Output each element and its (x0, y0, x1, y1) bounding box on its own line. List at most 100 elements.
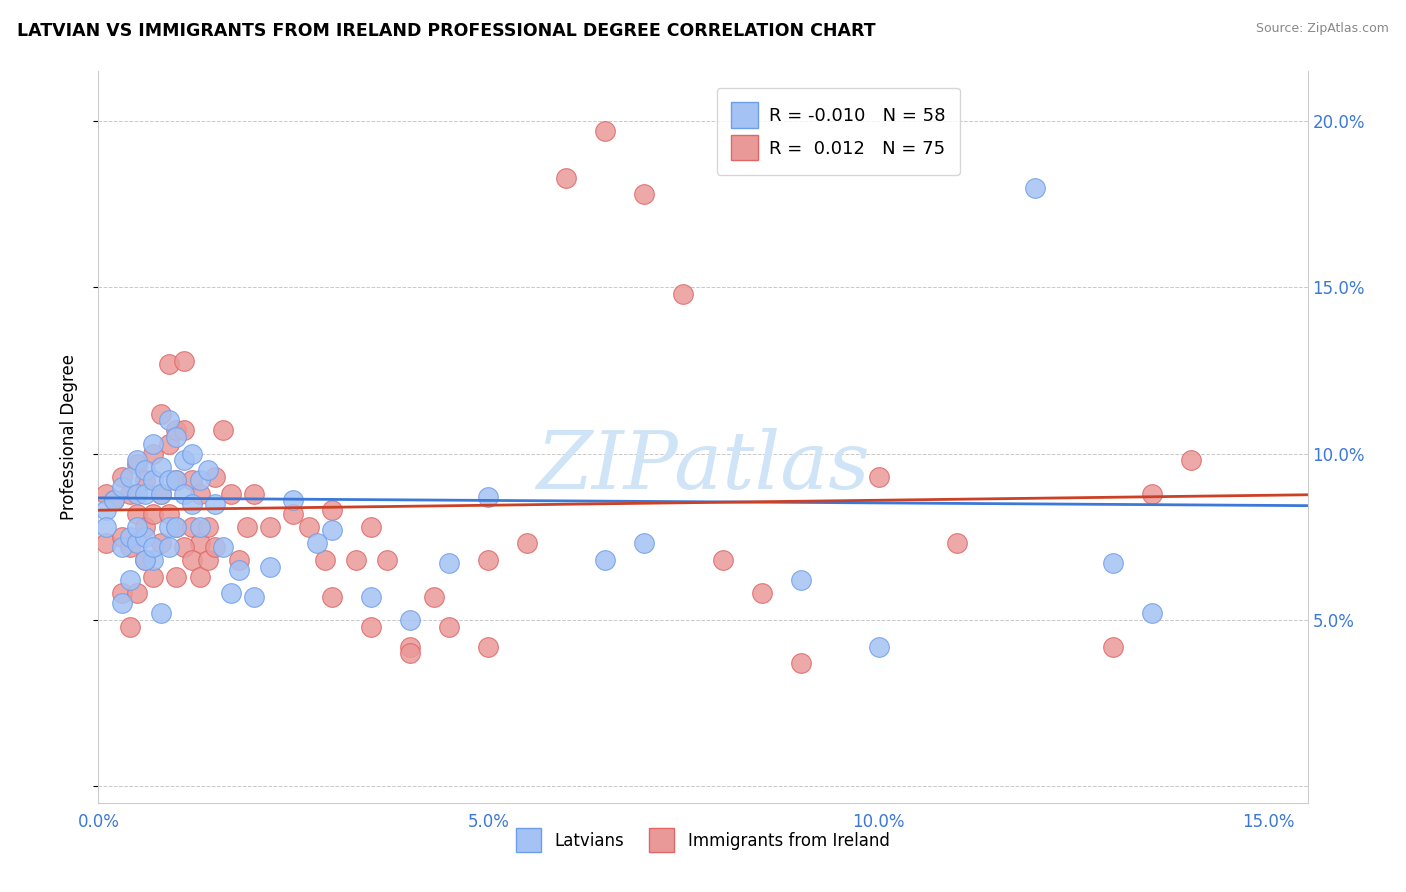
Point (134, 530, 156, 544)
Point (157, 357, 180, 371)
Point (197, 553, 219, 567)
Legend: Latvians, Immigrants from Ireland: Latvians, Immigrants from Ireland (508, 820, 898, 860)
Point (1140, 486, 1163, 500)
Point (228, 553, 250, 567)
Point (157, 413, 180, 427)
Point (142, 473, 165, 487)
Point (134, 473, 156, 487)
Point (157, 540, 180, 554)
Point (360, 520, 382, 534)
Point (149, 536, 172, 550)
Point (165, 570, 187, 584)
Point (1101, 557, 1123, 571)
Point (672, 287, 695, 301)
Point (118, 530, 141, 544)
Point (477, 640, 499, 654)
Point (360, 619, 382, 633)
Point (149, 486, 172, 500)
Point (399, 640, 422, 654)
Point (134, 520, 156, 534)
Point (259, 520, 281, 534)
Point (165, 430, 187, 444)
Point (188, 473, 211, 487)
Point (188, 570, 211, 584)
Point (181, 497, 204, 511)
Point (142, 507, 165, 521)
Point (127, 486, 149, 500)
Point (118, 573, 141, 587)
Text: Source: ZipAtlas.com: Source: ZipAtlas.com (1256, 22, 1389, 36)
Point (477, 490, 499, 504)
Point (197, 520, 219, 534)
Point (212, 540, 235, 554)
Point (173, 424, 195, 438)
Point (360, 590, 382, 604)
Point (149, 407, 172, 421)
Point (305, 536, 328, 550)
Point (157, 520, 180, 534)
Point (477, 553, 499, 567)
Point (127, 520, 149, 534)
Point (111, 530, 134, 544)
Point (157, 436, 180, 450)
Point (204, 497, 226, 511)
Point (243, 590, 266, 604)
Point (118, 470, 141, 484)
Point (188, 536, 211, 550)
Point (96, 520, 118, 534)
Point (157, 507, 180, 521)
Point (173, 540, 195, 554)
Point (165, 520, 187, 534)
Point (633, 536, 655, 550)
Point (439, 619, 461, 633)
Y-axis label: Professional Degree: Professional Degree (59, 354, 77, 520)
Point (243, 486, 266, 500)
Point (118, 619, 141, 633)
Point (149, 460, 172, 475)
Point (375, 553, 398, 567)
Point (103, 493, 125, 508)
Point (204, 540, 226, 554)
Point (321, 590, 343, 604)
Text: ZIPatlas: ZIPatlas (536, 427, 870, 505)
Point (127, 457, 149, 471)
Point (96, 486, 118, 500)
Point (165, 424, 187, 438)
Point (555, 170, 578, 185)
Point (321, 523, 343, 537)
Point (595, 124, 617, 138)
Point (173, 453, 195, 467)
Point (298, 520, 321, 534)
Point (1180, 453, 1202, 467)
Point (197, 463, 219, 477)
Point (204, 470, 226, 484)
Point (149, 607, 172, 621)
Point (188, 520, 211, 534)
Point (423, 590, 446, 604)
Point (212, 424, 235, 438)
Point (173, 353, 195, 368)
Point (142, 553, 165, 567)
Point (235, 520, 257, 534)
Point (181, 553, 204, 567)
Point (439, 557, 461, 571)
Point (118, 540, 141, 554)
Point (127, 536, 149, 550)
Point (181, 473, 204, 487)
Point (142, 436, 165, 450)
Point (868, 470, 890, 484)
Point (157, 473, 180, 487)
Point (127, 507, 149, 521)
Point (165, 473, 187, 487)
Point (945, 536, 967, 550)
Point (1024, 180, 1046, 194)
Point (118, 486, 141, 500)
Point (789, 573, 811, 587)
Point (134, 486, 156, 500)
Point (219, 586, 242, 600)
Point (111, 540, 134, 554)
Point (516, 536, 538, 550)
Text: LATVIAN VS IMMIGRANTS FROM IRELAND PROFESSIONAL DEGREE CORRELATION CHART: LATVIAN VS IMMIGRANTS FROM IRELAND PROFE… (17, 22, 876, 40)
Point (399, 613, 422, 627)
Point (111, 470, 134, 484)
